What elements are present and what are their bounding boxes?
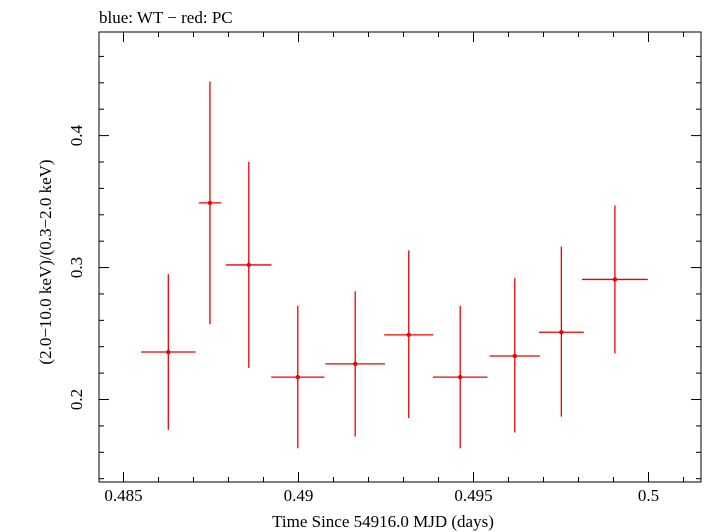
point-marker [559, 330, 564, 335]
point-marker [612, 277, 618, 282]
data-point [325, 291, 385, 437]
chart-title: blue: WT − red: PC [99, 8, 233, 27]
data-point [141, 274, 196, 430]
data-point [489, 278, 540, 433]
data-point [226, 161, 272, 368]
y-axis-label: (2.0−10.0 keV)/(0.3−2.0 keV) [36, 159, 55, 364]
data-point [582, 205, 648, 354]
point-marker [458, 374, 463, 380]
x-tick-label: 0.495 [454, 486, 492, 505]
y-tick-label: 0.4 [67, 124, 86, 146]
x-tick-label: 0.49 [284, 486, 314, 505]
data-point [271, 305, 325, 449]
point-marker [166, 349, 171, 355]
data-point [432, 305, 488, 449]
y-tick-label: 0.2 [67, 389, 86, 410]
point-marker [512, 353, 517, 359]
x-tick-label: 0.485 [104, 486, 142, 505]
x-axis-label: Time Since 54916.0 MJD (days) [272, 512, 494, 531]
data-point [384, 250, 434, 418]
point-marker [246, 262, 251, 268]
data-points [141, 81, 648, 449]
axis-ticks [99, 32, 701, 482]
y-tick-labels: 0.2 0.3 0.4 [67, 124, 86, 410]
y-tick-label: 0.3 [67, 257, 86, 278]
point-marker [207, 200, 213, 206]
point-marker [406, 332, 411, 338]
x-tick-label: 0.5 [638, 486, 659, 505]
point-marker [295, 374, 300, 380]
plot-frame [98, 31, 702, 483]
data-point [538, 246, 584, 417]
data-point [198, 81, 222, 325]
point-marker [353, 361, 358, 367]
x-tick-labels: 0.485 0.49 0.495 0.5 [104, 486, 659, 505]
